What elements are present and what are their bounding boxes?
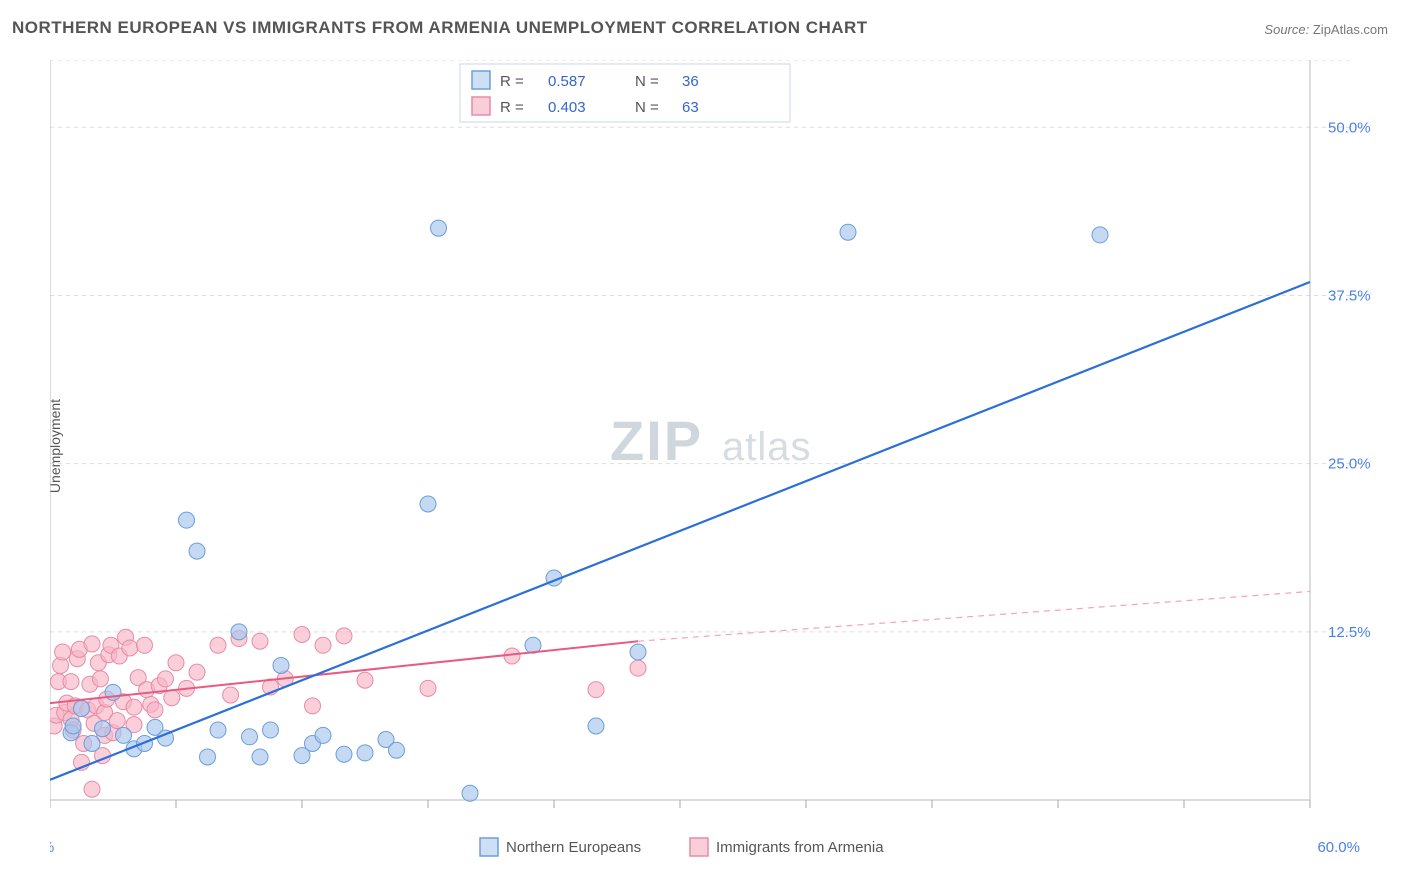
r-label-blue: R = (500, 73, 524, 90)
svg-text:37.5%: 37.5% (1328, 287, 1371, 304)
source-name: ZipAtlas.com (1313, 22, 1388, 37)
chart-title: NORTHERN EUROPEAN VS IMMIGRANTS FROM ARM… (12, 18, 868, 38)
n-value-blue: 36 (682, 73, 699, 90)
blue-trendline (50, 282, 1310, 780)
source-attribution: Source: ZipAtlas.com (1264, 22, 1388, 37)
r-legend-box: R = 0.587 N = 36 R = 0.403 N = 63 (460, 64, 790, 122)
svg-text:60.0%: 60.0% (1317, 839, 1360, 856)
pink-points (50, 627, 646, 798)
axis-ticks (50, 800, 1310, 808)
r-label-pink: R = (500, 99, 524, 116)
pink-trendline-extrapolated (638, 591, 1310, 641)
gridlines (50, 60, 1350, 632)
svg-text:50.0%: 50.0% (1328, 119, 1371, 136)
svg-text:25.0%: 25.0% (1328, 456, 1371, 473)
source-label: Source: (1264, 22, 1309, 37)
n-value-pink: 63 (682, 99, 699, 116)
legend-blue-label: Northern Europeans (506, 839, 641, 856)
legend-pink-label: Immigrants from Armenia (716, 839, 884, 856)
n-label-blue: N = (635, 73, 659, 90)
n-label-pink: N = (635, 99, 659, 116)
scatter-chart: ZIP atlas 12.5% 25.0% 37.5% 50.0% 0.0% 60.0%… (50, 60, 1406, 892)
svg-text:0.0%: 0.0% (50, 839, 54, 856)
watermark-atlas: atlas (722, 425, 812, 469)
watermark-zip: ZIP (610, 409, 703, 472)
y-tick-labels: 12.5% 25.0% 37.5% 50.0% (1328, 119, 1371, 641)
svg-text:12.5%: 12.5% (1328, 624, 1371, 641)
r-value-pink: 0.403 (548, 99, 586, 116)
blue-points (63, 220, 1108, 801)
bottom-legend: Northern Europeans Immigrants from Armen… (480, 838, 884, 856)
r-value-blue: 0.587 (548, 73, 586, 90)
